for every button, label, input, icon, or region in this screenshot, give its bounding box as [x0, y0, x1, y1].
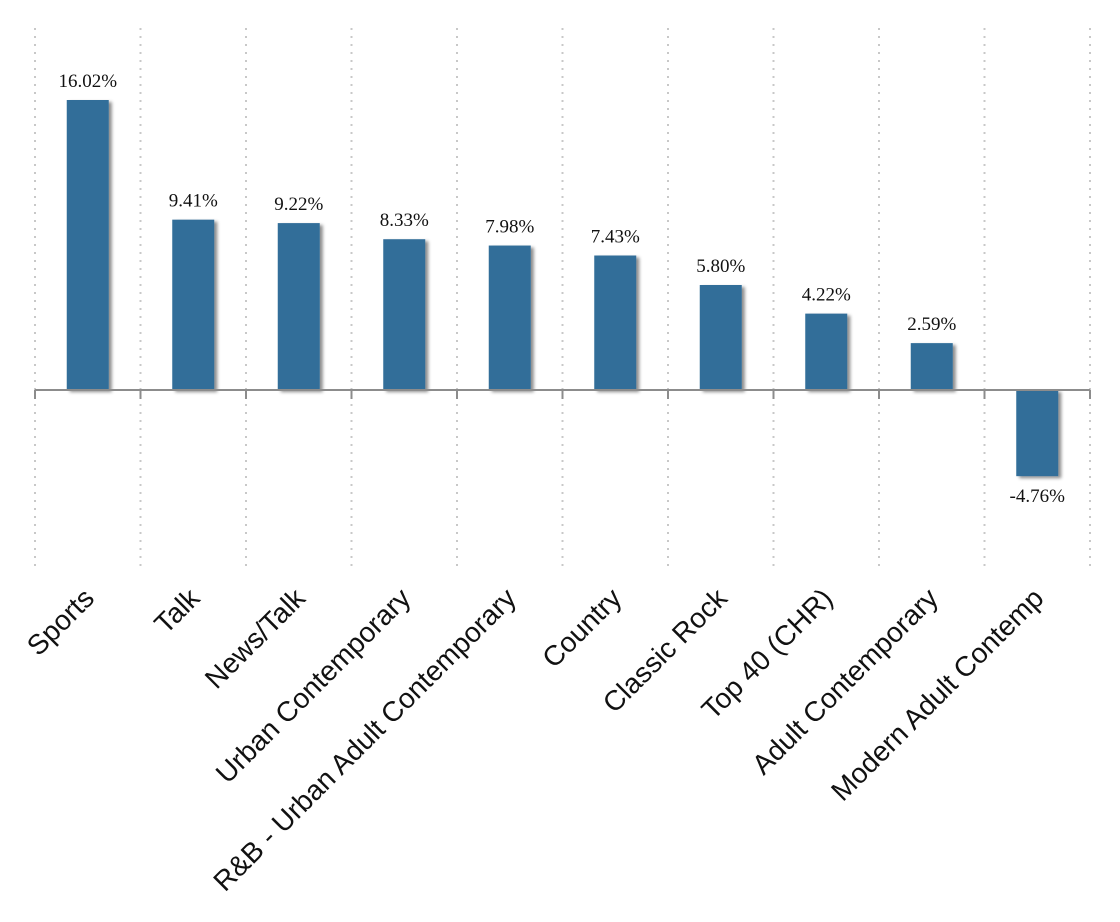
bar-classic-rock [699, 285, 742, 390]
bar-country [594, 255, 637, 390]
x-axis [34, 389, 1091, 399]
category-label: News/Talk [199, 582, 312, 695]
bars [66, 100, 1059, 477]
category-label: Country [536, 582, 627, 673]
bar-r-b-urban-adult-contemporary [488, 245, 531, 390]
gridlines [34, 28, 1091, 568]
category-label: Sports [21, 582, 100, 661]
data-label: -4.76% [1010, 486, 1066, 507]
bar-urban-contemporary [383, 239, 426, 390]
data-label: 8.33% [380, 210, 429, 231]
data-labels: 16.02% 9.41% 9.22% 8.33% 7.98% 7.43% 5.80% 4.22… [58, 71, 1065, 507]
category-label: Urban Contemporary [210, 582, 417, 789]
data-label: 5.80% [696, 256, 745, 277]
data-label: 2.59% [907, 314, 956, 335]
bar-modern-adult-contemp [1016, 390, 1059, 477]
category-label: Modern Adult Contemp [825, 582, 1049, 806]
bar-top-40-chr [805, 313, 848, 390]
data-label: 7.43% [591, 226, 640, 247]
bar-news-talk [277, 223, 320, 390]
data-label: 9.22% [274, 194, 323, 215]
category-label: Talk [148, 582, 206, 640]
data-label: 7.98% [485, 217, 534, 238]
bar-sports [66, 100, 109, 390]
bar-talk [172, 219, 215, 390]
data-label: 16.02% [58, 71, 117, 92]
data-label: 9.41% [169, 191, 218, 212]
bar-adult-contemporary [910, 343, 953, 390]
category-label: Adult Contemporary [746, 582, 944, 780]
data-label: 4.22% [802, 285, 851, 306]
